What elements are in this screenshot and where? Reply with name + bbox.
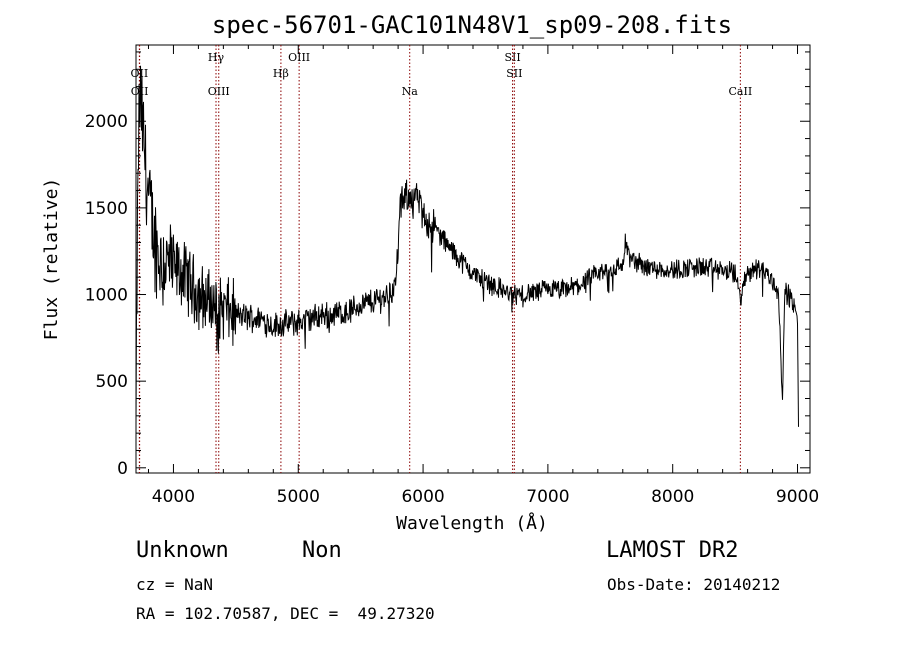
marker-label-6: Na [402, 85, 419, 98]
y-tick-label: 1000 [85, 286, 128, 306]
y-tick-label: 1500 [85, 199, 128, 219]
x-tick-label: 8000 [651, 487, 694, 507]
x-tick-label: 5000 [277, 487, 320, 507]
y-tick-label: 2000 [85, 112, 128, 132]
coordinates: RA = 102.70587, DEC = 49.27320 [136, 604, 435, 623]
marker-label-2: Hγ [208, 51, 225, 64]
marker-label-3: OIII [208, 85, 230, 98]
x-tick-label: 4000 [152, 487, 195, 507]
x-axis-label: Wavelength (Å) [396, 512, 548, 534]
axis-ticks [136, 45, 810, 473]
object-subclass: Non [302, 538, 342, 563]
marker-label-8: SII [506, 67, 522, 80]
x-tick-labels: 4000 5000 6000 7000 8000 9000 [152, 487, 819, 507]
spectrum-series [135, 65, 799, 427]
survey-name: LAMOST DR2 [606, 538, 739, 563]
x-tick-label: 6000 [401, 487, 444, 507]
chart-title: spec-56701-GAC101N48V1_sp09-208.fits [212, 11, 732, 39]
plot-frame [135, 44, 811, 474]
marker-label-9: CaII [729, 85, 753, 98]
y-tick-label: 0 [117, 459, 128, 479]
x-tick-label: 9000 [776, 487, 819, 507]
marker-label-7: SII [504, 51, 520, 64]
y-tick-label: 500 [96, 372, 128, 392]
y-axis-label: Flux (relative) [41, 178, 62, 341]
x-tick-label: 7000 [526, 487, 569, 507]
obs-date: Obs-Date: 20140212 [607, 575, 781, 594]
y-tick-labels: 0 500 1000 1500 2000 [85, 112, 128, 479]
spectrum-line [135, 65, 799, 427]
object-class: Unknown [136, 538, 229, 563]
marker-label-5: OIII [288, 51, 310, 64]
redshift: cz = NaN [136, 575, 214, 594]
marker-label-4: Hβ [273, 67, 289, 80]
